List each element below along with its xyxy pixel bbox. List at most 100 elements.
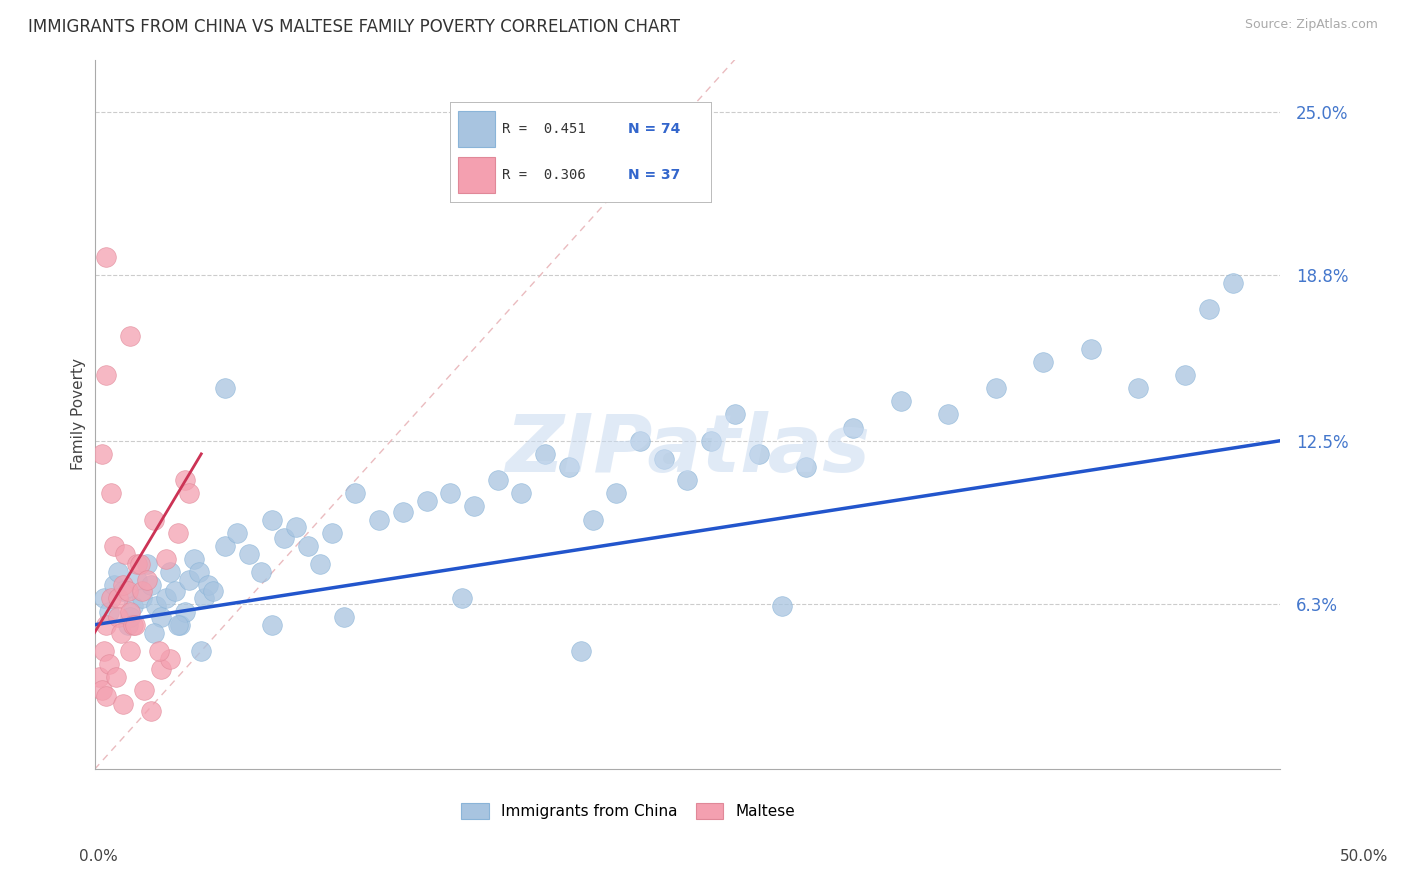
- Point: [96, 689, 118, 703]
- Point: [142, 513, 165, 527]
- Point: [124, 617, 146, 632]
- Point: [112, 697, 135, 711]
- Point: [166, 617, 188, 632]
- Point: [262, 617, 284, 632]
- Point: [173, 473, 195, 487]
- Point: [159, 565, 181, 579]
- Text: 50.0%: 50.0%: [1340, 849, 1388, 863]
- Point: [112, 578, 135, 592]
- Point: [107, 610, 129, 624]
- Point: [187, 565, 209, 579]
- Point: [1126, 381, 1149, 395]
- Point: [155, 552, 177, 566]
- Point: [90, 447, 112, 461]
- Point: [439, 486, 461, 500]
- Point: [127, 573, 149, 587]
- Point: [97, 657, 120, 672]
- Point: [131, 591, 153, 606]
- Point: [534, 447, 557, 461]
- Point: [149, 662, 172, 676]
- Point: [120, 610, 142, 624]
- Point: [225, 525, 247, 540]
- Point: [121, 617, 143, 632]
- Point: [141, 578, 163, 592]
- Point: [90, 683, 112, 698]
- Point: [700, 434, 723, 448]
- Point: [273, 531, 295, 545]
- Point: [558, 460, 581, 475]
- Point: [121, 599, 143, 614]
- Point: [117, 617, 139, 632]
- Point: [173, 605, 195, 619]
- Point: [107, 565, 129, 579]
- Point: [486, 473, 509, 487]
- Point: [214, 539, 236, 553]
- Text: ZIPatlas: ZIPatlas: [505, 411, 870, 489]
- Point: [148, 644, 170, 658]
- Point: [159, 652, 181, 666]
- Point: [120, 644, 142, 658]
- Point: [297, 539, 319, 553]
- Point: [1032, 355, 1054, 369]
- Point: [169, 617, 191, 632]
- Point: [1222, 276, 1244, 290]
- Point: [451, 591, 474, 606]
- Point: [1174, 368, 1197, 382]
- Point: [628, 434, 651, 448]
- Point: [344, 486, 367, 500]
- Point: [114, 547, 136, 561]
- Point: [145, 599, 167, 614]
- Legend: Immigrants from China, Maltese: Immigrants from China, Maltese: [456, 797, 801, 825]
- Point: [415, 494, 437, 508]
- Point: [179, 573, 201, 587]
- Point: [724, 408, 747, 422]
- Point: [110, 625, 132, 640]
- Point: [569, 644, 592, 658]
- Point: [581, 513, 603, 527]
- Point: [117, 583, 139, 598]
- Point: [100, 486, 122, 500]
- Point: [249, 565, 271, 579]
- Point: [166, 525, 188, 540]
- Point: [510, 486, 533, 500]
- Point: [134, 683, 156, 698]
- Point: [748, 447, 770, 461]
- Point: [155, 591, 177, 606]
- Point: [332, 610, 354, 624]
- Point: [128, 558, 150, 572]
- Point: [183, 552, 205, 566]
- Point: [285, 520, 308, 534]
- Point: [463, 500, 485, 514]
- Text: Source: ZipAtlas.com: Source: ZipAtlas.com: [1244, 18, 1378, 31]
- Point: [103, 578, 125, 592]
- Point: [103, 539, 125, 553]
- Y-axis label: Family Poverty: Family Poverty: [72, 359, 86, 470]
- Point: [96, 368, 118, 382]
- Point: [214, 381, 236, 395]
- Point: [120, 328, 142, 343]
- Point: [165, 583, 187, 598]
- Point: [794, 460, 817, 475]
- Point: [112, 583, 135, 598]
- Point: [135, 573, 157, 587]
- Point: [179, 486, 201, 500]
- Point: [890, 394, 912, 409]
- Point: [107, 591, 129, 606]
- Point: [842, 420, 865, 434]
- Point: [392, 505, 415, 519]
- Point: [97, 605, 120, 619]
- Point: [96, 617, 118, 632]
- Point: [190, 644, 212, 658]
- Point: [104, 670, 127, 684]
- Point: [93, 644, 115, 658]
- Point: [100, 591, 122, 606]
- Point: [131, 583, 153, 598]
- Point: [676, 473, 699, 487]
- Point: [141, 705, 163, 719]
- Point: [321, 525, 343, 540]
- Point: [262, 513, 284, 527]
- Point: [770, 599, 793, 614]
- Point: [605, 486, 627, 500]
- Point: [1080, 342, 1102, 356]
- Point: [135, 558, 157, 572]
